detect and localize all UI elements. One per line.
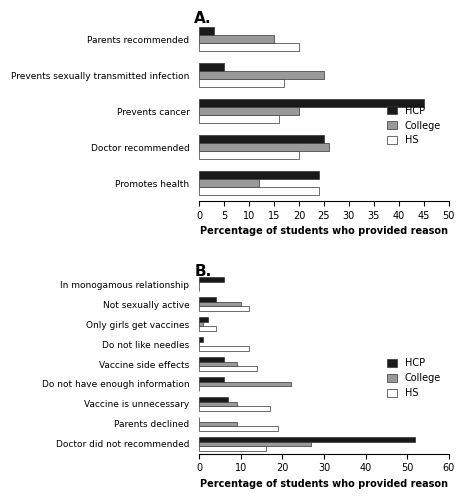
Bar <box>199 398 228 402</box>
Bar <box>199 362 237 366</box>
Text: A.: A. <box>194 11 212 26</box>
Bar <box>199 422 237 426</box>
Bar <box>199 71 324 79</box>
Bar <box>199 438 415 442</box>
Bar <box>199 426 278 430</box>
Bar <box>199 298 216 302</box>
Bar <box>199 378 224 382</box>
X-axis label: Percentage of students who provided reason: Percentage of students who provided reas… <box>200 226 448 236</box>
Bar <box>199 366 257 370</box>
Bar <box>199 326 216 330</box>
X-axis label: Percentage of students who provided reason: Percentage of students who provided reas… <box>200 479 448 489</box>
Bar <box>199 115 279 123</box>
Text: B.: B. <box>194 264 212 278</box>
Bar <box>199 180 259 188</box>
Bar <box>199 35 274 43</box>
Bar <box>199 43 299 51</box>
Legend: HCP, College, HS: HCP, College, HS <box>384 356 444 401</box>
Bar <box>199 442 311 446</box>
Bar <box>199 446 266 450</box>
Bar <box>199 63 224 71</box>
Bar <box>199 136 324 143</box>
Bar <box>199 382 291 386</box>
Bar <box>199 322 203 326</box>
Legend: HCP, College, HS: HCP, College, HS <box>384 103 444 148</box>
Bar <box>199 346 249 350</box>
Bar <box>199 188 319 196</box>
Bar <box>199 27 214 35</box>
Bar <box>199 302 241 306</box>
Bar <box>199 338 203 342</box>
Bar <box>199 152 299 159</box>
Bar <box>199 172 319 179</box>
Bar <box>199 144 329 152</box>
Bar <box>199 79 284 87</box>
Bar <box>199 108 299 115</box>
Bar <box>199 402 237 406</box>
Bar <box>199 358 224 362</box>
Bar <box>199 100 424 108</box>
Bar <box>199 318 207 322</box>
Bar <box>199 278 224 282</box>
Bar <box>199 406 270 410</box>
Bar <box>199 306 249 310</box>
